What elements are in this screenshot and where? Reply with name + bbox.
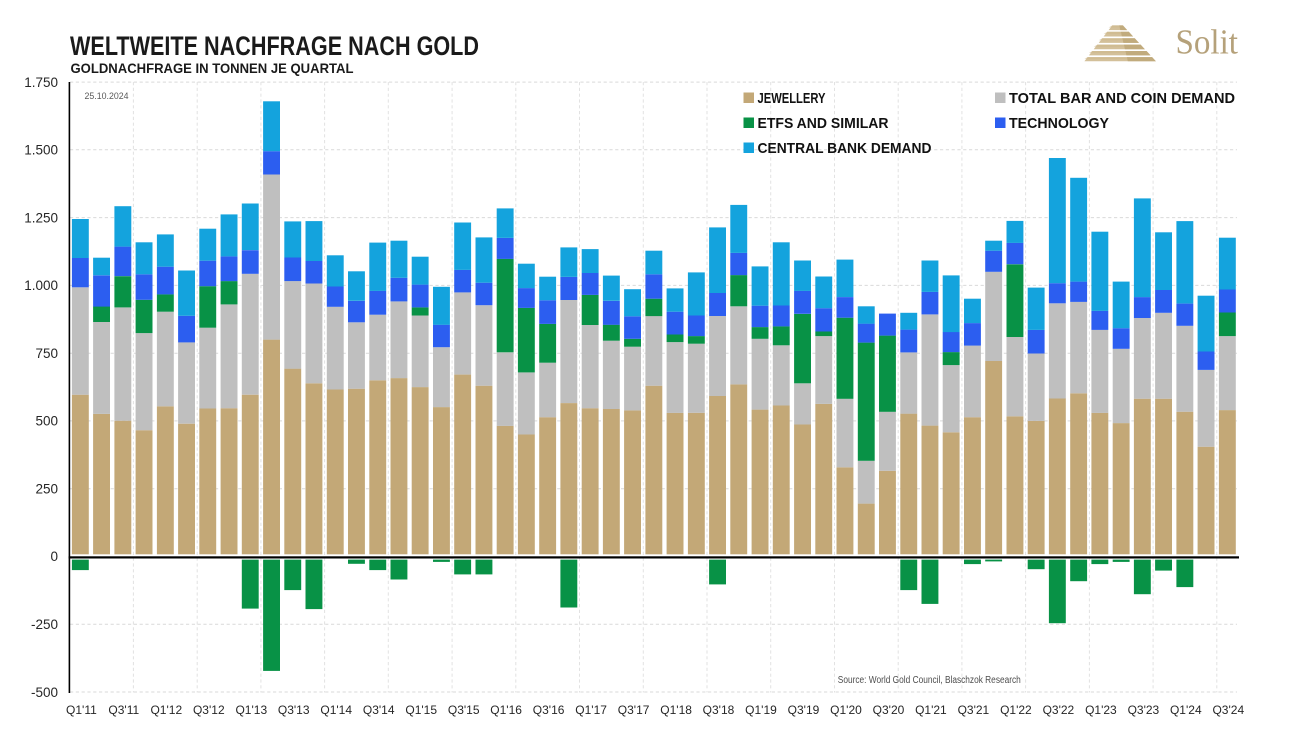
svg-text:1.750: 1.750: [24, 75, 58, 90]
svg-text:Q3'16: Q3'16: [533, 703, 565, 717]
svg-text:-500: -500: [31, 685, 58, 700]
svg-text:Q1'14: Q1'14: [320, 703, 352, 717]
svg-text:0: 0: [50, 549, 58, 564]
svg-text:1.500: 1.500: [24, 143, 58, 158]
svg-text:Q1'22: Q1'22: [1000, 703, 1032, 717]
svg-text:Q1'18: Q1'18: [660, 703, 692, 717]
svg-text:500: 500: [35, 414, 58, 429]
svg-text:25.10.2024: 25.10.2024: [85, 91, 129, 102]
svg-text:Q3'21: Q3'21: [958, 703, 990, 717]
svg-text:JEWELLERY: JEWELLERY: [758, 91, 826, 107]
svg-text:Q1'12: Q1'12: [150, 703, 182, 717]
svg-text:1.000: 1.000: [24, 278, 58, 293]
svg-text:Q3'20: Q3'20: [873, 703, 905, 717]
svg-text:Q3'22: Q3'22: [1043, 703, 1075, 717]
svg-text:TECHNOLOGY: TECHNOLOGY: [1009, 116, 1109, 132]
svg-text:Solit: Solit: [1176, 23, 1239, 61]
svg-text:Q3'23: Q3'23: [1128, 703, 1160, 717]
svg-text:Q1'24: Q1'24: [1170, 703, 1202, 717]
svg-text:Q1'20: Q1'20: [830, 703, 862, 717]
svg-text:ETFS AND SIMILAR: ETFS AND SIMILAR: [758, 116, 889, 132]
svg-text:Q1'17: Q1'17: [575, 703, 607, 717]
svg-text:Q3'24: Q3'24: [1212, 703, 1244, 717]
svg-text:Q3'12: Q3'12: [193, 703, 225, 717]
svg-text:Q1'13: Q1'13: [235, 703, 267, 717]
svg-text:1.250: 1.250: [24, 210, 58, 225]
svg-text:Source: World Gold Council, Bl: Source: World Gold Council, Blaschzok Re…: [838, 675, 1021, 686]
svg-text:Q3'18: Q3'18: [703, 703, 735, 717]
svg-text:WELTWEITE NACHFRAGE NACH GOLD: WELTWEITE NACHFRAGE NACH GOLD: [70, 31, 479, 61]
svg-text:Q1'23: Q1'23: [1085, 703, 1117, 717]
svg-text:Q3'11: Q3'11: [108, 703, 139, 717]
svg-text:Q3'19: Q3'19: [788, 703, 820, 717]
svg-text:Q3'15: Q3'15: [448, 703, 480, 717]
svg-text:Q1'19: Q1'19: [745, 703, 777, 717]
svg-text:-250: -250: [31, 617, 58, 632]
svg-text:250: 250: [35, 481, 58, 496]
svg-text:Q3'14: Q3'14: [363, 703, 395, 717]
svg-text:Q1'16: Q1'16: [490, 703, 522, 717]
svg-text:Q3'13: Q3'13: [278, 703, 310, 717]
svg-text:TOTAL BAR AND COIN DEMAND: TOTAL BAR AND COIN DEMAND: [1009, 91, 1235, 107]
svg-text:Q1'21: Q1'21: [915, 703, 947, 717]
svg-text:Q3'17: Q3'17: [618, 703, 650, 717]
svg-text:GOLDNACHFRAGE IN TONNEN JE QUA: GOLDNACHFRAGE IN TONNEN JE QUARTAL: [71, 60, 354, 76]
svg-text:Q1'15: Q1'15: [405, 703, 437, 717]
svg-text:CENTRAL BANK DEMAND: CENTRAL BANK DEMAND: [758, 141, 932, 157]
svg-text:Q1'11: Q1'11: [66, 703, 97, 717]
svg-text:750: 750: [35, 346, 58, 361]
